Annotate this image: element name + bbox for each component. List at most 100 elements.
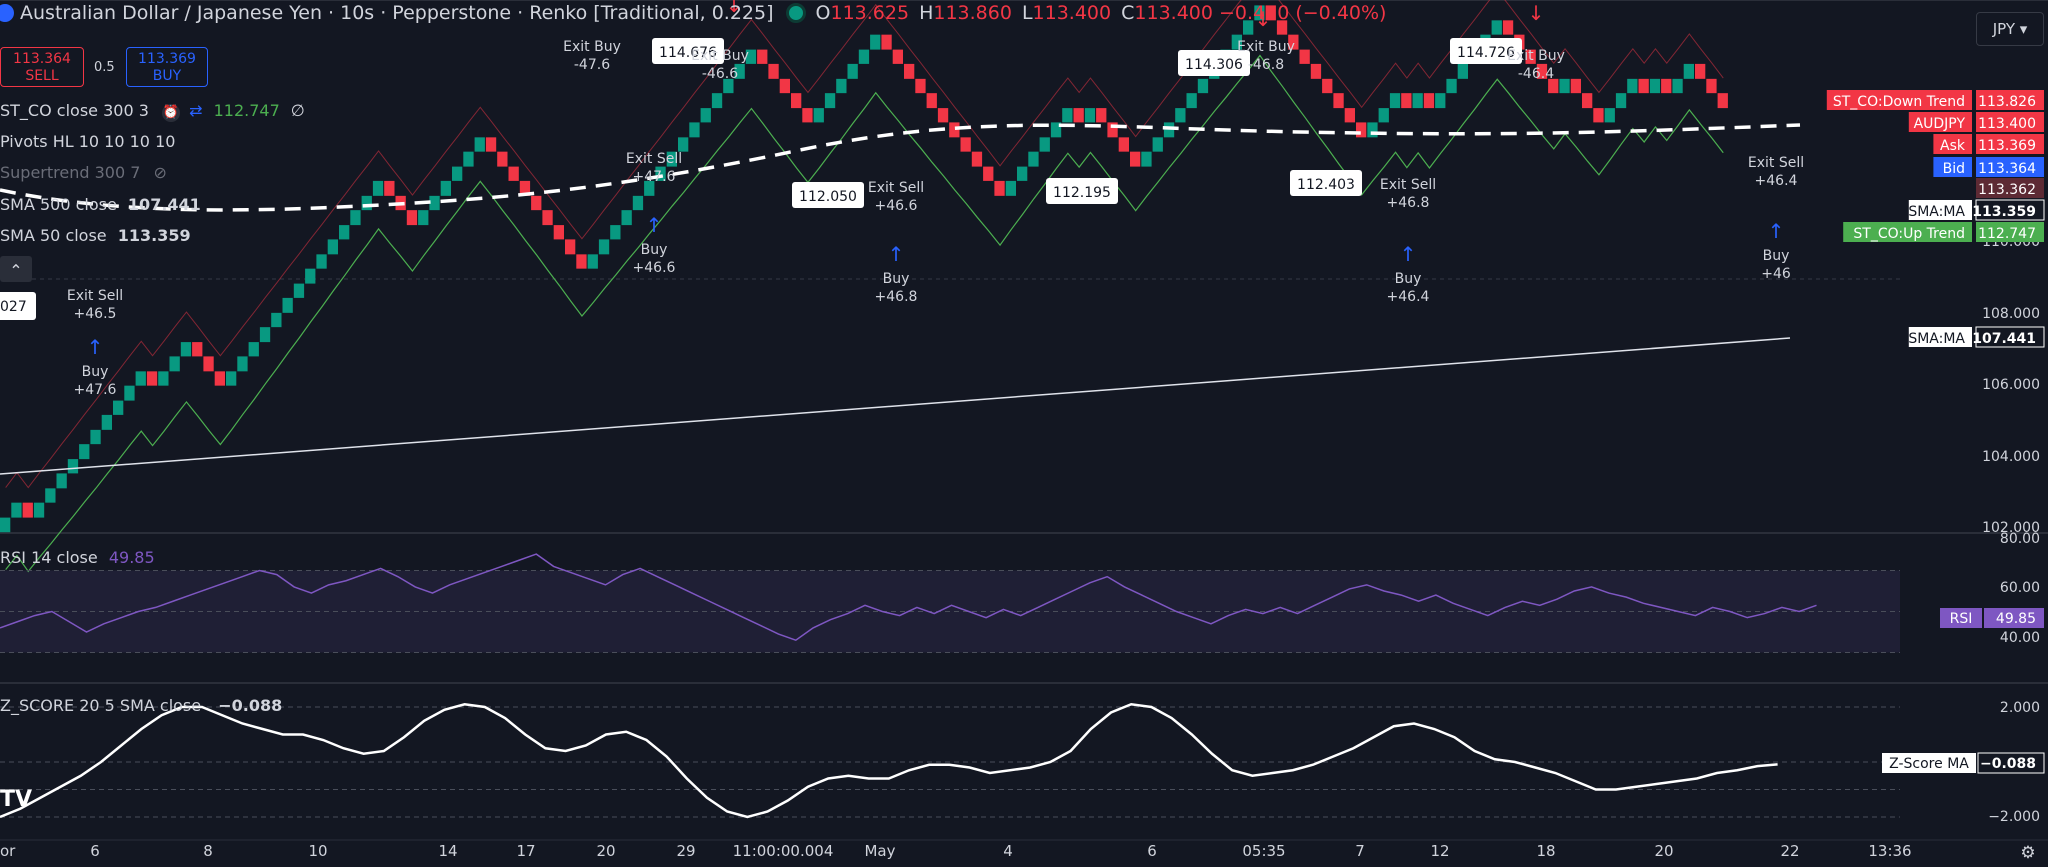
zscore-badge-value-box bbox=[1977, 752, 2045, 774]
eye-hidden-icon[interactable]: ⊘ bbox=[153, 163, 167, 182]
renko-brick-up bbox=[372, 180, 384, 196]
axis-badge-name-box bbox=[1908, 200, 1972, 220]
price-axis-tick: 104.000 bbox=[1982, 449, 2040, 465]
axis-badge-value-box bbox=[1975, 326, 2045, 348]
renko-brick-up bbox=[293, 283, 305, 298]
renko-brick-up bbox=[305, 268, 316, 284]
axis-badge-name: SMA:MA bbox=[1908, 204, 1965, 220]
buy-button[interactable]: 113.369 BUY bbox=[126, 47, 208, 87]
renko-brick-up bbox=[271, 312, 282, 328]
legend-stco[interactable]: ST_CO close 300 3 ⏰ ⇄ 112.747 ∅ bbox=[0, 101, 305, 122]
renko-brick-up bbox=[1649, 78, 1661, 94]
renko-brick-up bbox=[1175, 108, 1186, 123]
renko-brick-up bbox=[316, 254, 327, 269]
renko-brick-up bbox=[90, 429, 101, 445]
renko-brick-down bbox=[406, 210, 418, 226]
signal-value: -46.4 bbox=[1518, 66, 1554, 82]
renko-brick-up bbox=[101, 414, 112, 430]
shuffle-icon[interactable]: ⇄ bbox=[189, 101, 203, 120]
symbol-title[interactable]: Australian Dollar / Japanese Yen · 10s ·… bbox=[20, 2, 774, 24]
renko-brick-down bbox=[214, 371, 225, 386]
pivot-label: 114.676 bbox=[659, 45, 717, 61]
settings-icon[interactable]: ⚙ bbox=[2020, 843, 2035, 863]
renko-brick-down bbox=[1265, 5, 1276, 21]
renko-brick-up bbox=[452, 166, 463, 181]
renko-brick-up bbox=[655, 166, 666, 181]
ohlc-open-key: O bbox=[815, 2, 831, 24]
axis-badge-value: 113.400 bbox=[1978, 116, 2036, 132]
exit-arrow-icon: ↓ bbox=[1255, 7, 1272, 31]
renko-brick-up bbox=[610, 225, 621, 240]
renko-brick-down bbox=[1548, 78, 1559, 94]
time-axis-tick: or bbox=[0, 842, 16, 860]
signal-value: +46.4 bbox=[1387, 289, 1430, 305]
renko-brick-up bbox=[237, 356, 248, 372]
legend-sma50-label: SMA 50 close bbox=[0, 226, 107, 245]
legend-sma500[interactable]: SMA 500 close 107.441 bbox=[0, 195, 201, 214]
renko-brick-down bbox=[915, 78, 926, 94]
sell-price: 113.364 bbox=[13, 51, 71, 67]
legend-rsi[interactable]: RSI 14 close 49.85 bbox=[0, 548, 155, 567]
axis-badge-name: Ask bbox=[1940, 138, 1966, 154]
signal-value: +46.8 bbox=[875, 289, 918, 305]
legend-pivots[interactable]: Pivots HL 10 10 10 10 bbox=[0, 132, 175, 151]
renko-brick-up bbox=[1084, 108, 1096, 123]
renko-brick-up bbox=[135, 371, 146, 386]
chart-header: Australian Dollar / Japanese Yen · 10s ·… bbox=[0, 0, 1960, 26]
renko-brick-down bbox=[1130, 151, 1141, 167]
renko-brick-up bbox=[734, 63, 745, 79]
renko-brick-down bbox=[1118, 137, 1129, 152]
legend-zscore[interactable]: Z_SCORE 20 5 SMA close −0.088 bbox=[0, 696, 282, 715]
time-axis-tick: 6 bbox=[1147, 842, 1157, 860]
renko-brick-up bbox=[1559, 78, 1570, 94]
renko-brick-down bbox=[1073, 108, 1084, 123]
renko-brick-up bbox=[56, 473, 67, 489]
renko-brick-up bbox=[429, 195, 440, 211]
renko-brick-down bbox=[926, 93, 937, 109]
renko-brick-up bbox=[282, 297, 293, 313]
renko-brick-down bbox=[1276, 20, 1288, 35]
alarm-icon[interactable]: ⏰ bbox=[161, 104, 180, 122]
renko-brick-up bbox=[813, 108, 824, 123]
zscore-axis-tick: −2.000 bbox=[1988, 809, 2040, 825]
supertrend-up-line bbox=[5, 54, 1724, 573]
buy-price: 113.369 bbox=[138, 51, 196, 67]
time-axis-tick: 22 bbox=[1780, 842, 1799, 860]
renko-brick-down bbox=[1322, 78, 1333, 94]
time-axis-tick: 13:36 bbox=[1868, 842, 1911, 860]
renko-brick-up bbox=[1039, 137, 1050, 152]
signal-value: +46 bbox=[1761, 266, 1791, 282]
legend-sma500-value: 107.441 bbox=[127, 195, 201, 214]
renko-brick-down bbox=[768, 63, 779, 79]
axis-badge-value-box bbox=[1976, 112, 2044, 132]
legend-supertrend[interactable]: Supertrend 300 7 ⊘ bbox=[0, 163, 167, 182]
renko-brick-down bbox=[553, 225, 564, 240]
signal-value: +47.6 bbox=[74, 382, 117, 398]
renko-brick-up bbox=[858, 49, 870, 64]
renko-brick-up bbox=[1683, 63, 1694, 79]
legend-sma50[interactable]: SMA 50 close 113.359 bbox=[0, 226, 191, 245]
axis-badge-value: 113.359 bbox=[1972, 204, 2036, 220]
axis-badge-name: ST_CO:Down Trend bbox=[1833, 94, 1965, 110]
renko-brick-up bbox=[79, 444, 90, 460]
rsi-axis-tick: 60.00 bbox=[2000, 580, 2040, 596]
ohlc-high: 113.860 bbox=[933, 2, 1012, 24]
currency-select[interactable]: JPY ▾ bbox=[1976, 12, 2044, 46]
renko-brick-up bbox=[180, 342, 192, 357]
renko-brick-up bbox=[723, 78, 734, 94]
sma50-line bbox=[0, 123, 1801, 212]
renko-brick-up bbox=[1457, 63, 1468, 79]
time-axis-tick: 4 bbox=[1003, 842, 1013, 860]
signal-label: Exit Buy bbox=[1507, 48, 1565, 64]
renko-brick-up bbox=[836, 78, 847, 94]
ohlc-low: 113.400 bbox=[1032, 2, 1112, 24]
legend-rsi-value: 49.85 bbox=[108, 548, 155, 567]
sell-button[interactable]: 113.364 SELL bbox=[0, 47, 84, 87]
renko-brick-down bbox=[497, 151, 508, 167]
time-axis-tick: 29 bbox=[676, 842, 695, 860]
zscore-badge-value: −0.088 bbox=[1980, 756, 2036, 772]
buy-arrow-icon: ↑ bbox=[1768, 219, 1785, 243]
renko-brick-down bbox=[1593, 108, 1604, 123]
zscore-line bbox=[0, 702, 1778, 819]
